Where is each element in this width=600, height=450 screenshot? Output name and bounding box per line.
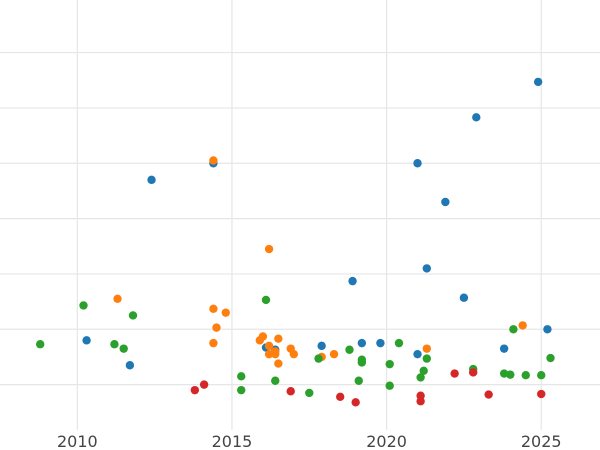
data-point-s2-7 bbox=[261, 295, 271, 305]
x-tick-label-2020: 2020 bbox=[366, 432, 407, 450]
data-point-s1-2 bbox=[209, 304, 218, 314]
data-point-s1-5 bbox=[221, 308, 230, 317]
data-point-s2-11 bbox=[345, 345, 354, 354]
data-point-s2-17 bbox=[394, 338, 404, 348]
data-point-s2-6 bbox=[237, 385, 246, 395]
data-point-s2-27 bbox=[546, 353, 555, 363]
data-point-s0-15 bbox=[472, 113, 481, 122]
data-point-s1-16 bbox=[289, 349, 299, 359]
data-point-s2-10 bbox=[314, 354, 323, 363]
data-point-s0-1 bbox=[125, 361, 135, 370]
data-point-s3-4 bbox=[351, 398, 360, 407]
data-point-s1-13 bbox=[274, 334, 283, 343]
x-tick-label-2025: 2025 bbox=[521, 432, 562, 450]
data-point-s3-3 bbox=[336, 392, 345, 401]
data-point-s3-1 bbox=[199, 380, 209, 389]
data-point-s2-16 bbox=[385, 381, 394, 390]
data-point-s3-6 bbox=[416, 397, 425, 406]
data-point-s2-4 bbox=[128, 311, 138, 320]
data-point-s0-13 bbox=[441, 197, 450, 207]
data-points bbox=[36, 77, 555, 407]
data-point-s1-3 bbox=[212, 323, 221, 332]
data-point-s1-10 bbox=[264, 244, 274, 254]
data-point-s0-11 bbox=[413, 349, 422, 359]
data-point-s0-17 bbox=[533, 77, 543, 87]
data-point-s2-14 bbox=[357, 358, 367, 367]
data-point-s0-6 bbox=[317, 341, 326, 351]
data-point-s2-12 bbox=[354, 376, 363, 385]
data-point-s2-23 bbox=[506, 370, 515, 379]
data-point-s0-10 bbox=[413, 159, 422, 168]
data-point-s2-25 bbox=[521, 371, 530, 380]
data-point-s1-7 bbox=[258, 332, 268, 341]
data-point-s2-19 bbox=[419, 366, 428, 375]
x-tick-labels: 2010 2015 2020 2025 bbox=[57, 432, 562, 450]
data-point-s2-0 bbox=[36, 340, 45, 349]
x-tick-label-2015: 2015 bbox=[212, 432, 253, 450]
data-point-s1-12 bbox=[271, 349, 280, 359]
data-point-s2-9 bbox=[305, 388, 314, 398]
data-point-s3-2 bbox=[286, 387, 295, 396]
y-gridlines bbox=[0, 51, 600, 386]
data-point-s0-7 bbox=[348, 276, 357, 286]
data-point-s2-8 bbox=[271, 376, 280, 385]
data-point-s0-14 bbox=[459, 293, 469, 302]
data-point-s2-2 bbox=[110, 340, 119, 349]
data-point-s1-18 bbox=[329, 349, 339, 359]
data-point-s3-7 bbox=[450, 369, 459, 378]
data-point-s0-8 bbox=[357, 338, 367, 348]
data-point-s3-9 bbox=[484, 390, 493, 399]
data-point-s1-1 bbox=[209, 156, 218, 165]
data-point-s0-18 bbox=[543, 325, 552, 334]
data-point-s3-8 bbox=[468, 368, 478, 377]
data-point-s0-9 bbox=[376, 338, 385, 348]
x-gridlines bbox=[76, 0, 542, 430]
data-point-s2-15 bbox=[385, 359, 394, 369]
data-point-s1-4 bbox=[209, 338, 218, 348]
data-point-s2-26 bbox=[537, 371, 546, 380]
data-point-s1-8 bbox=[264, 341, 274, 351]
data-point-s2-5 bbox=[237, 372, 246, 381]
data-point-s2-24 bbox=[509, 325, 518, 334]
data-point-s2-20 bbox=[422, 354, 432, 363]
data-point-s2-1 bbox=[79, 301, 88, 310]
x-tick-label-2010: 2010 bbox=[57, 432, 98, 450]
data-point-s0-12 bbox=[422, 264, 432, 273]
data-point-s0-2 bbox=[147, 175, 156, 185]
data-point-s1-0 bbox=[113, 294, 122, 304]
data-point-s3-10 bbox=[537, 389, 546, 399]
data-point-s1-14 bbox=[274, 359, 283, 368]
data-point-s2-22 bbox=[499, 369, 509, 378]
data-point-s2-3 bbox=[119, 344, 128, 353]
data-point-s3-0 bbox=[190, 385, 200, 395]
data-point-s1-20 bbox=[518, 321, 527, 330]
data-point-s2-18 bbox=[416, 373, 425, 382]
data-point-s1-19 bbox=[422, 344, 432, 353]
data-point-s0-16 bbox=[499, 344, 509, 353]
data-point-s0-0 bbox=[82, 336, 91, 345]
